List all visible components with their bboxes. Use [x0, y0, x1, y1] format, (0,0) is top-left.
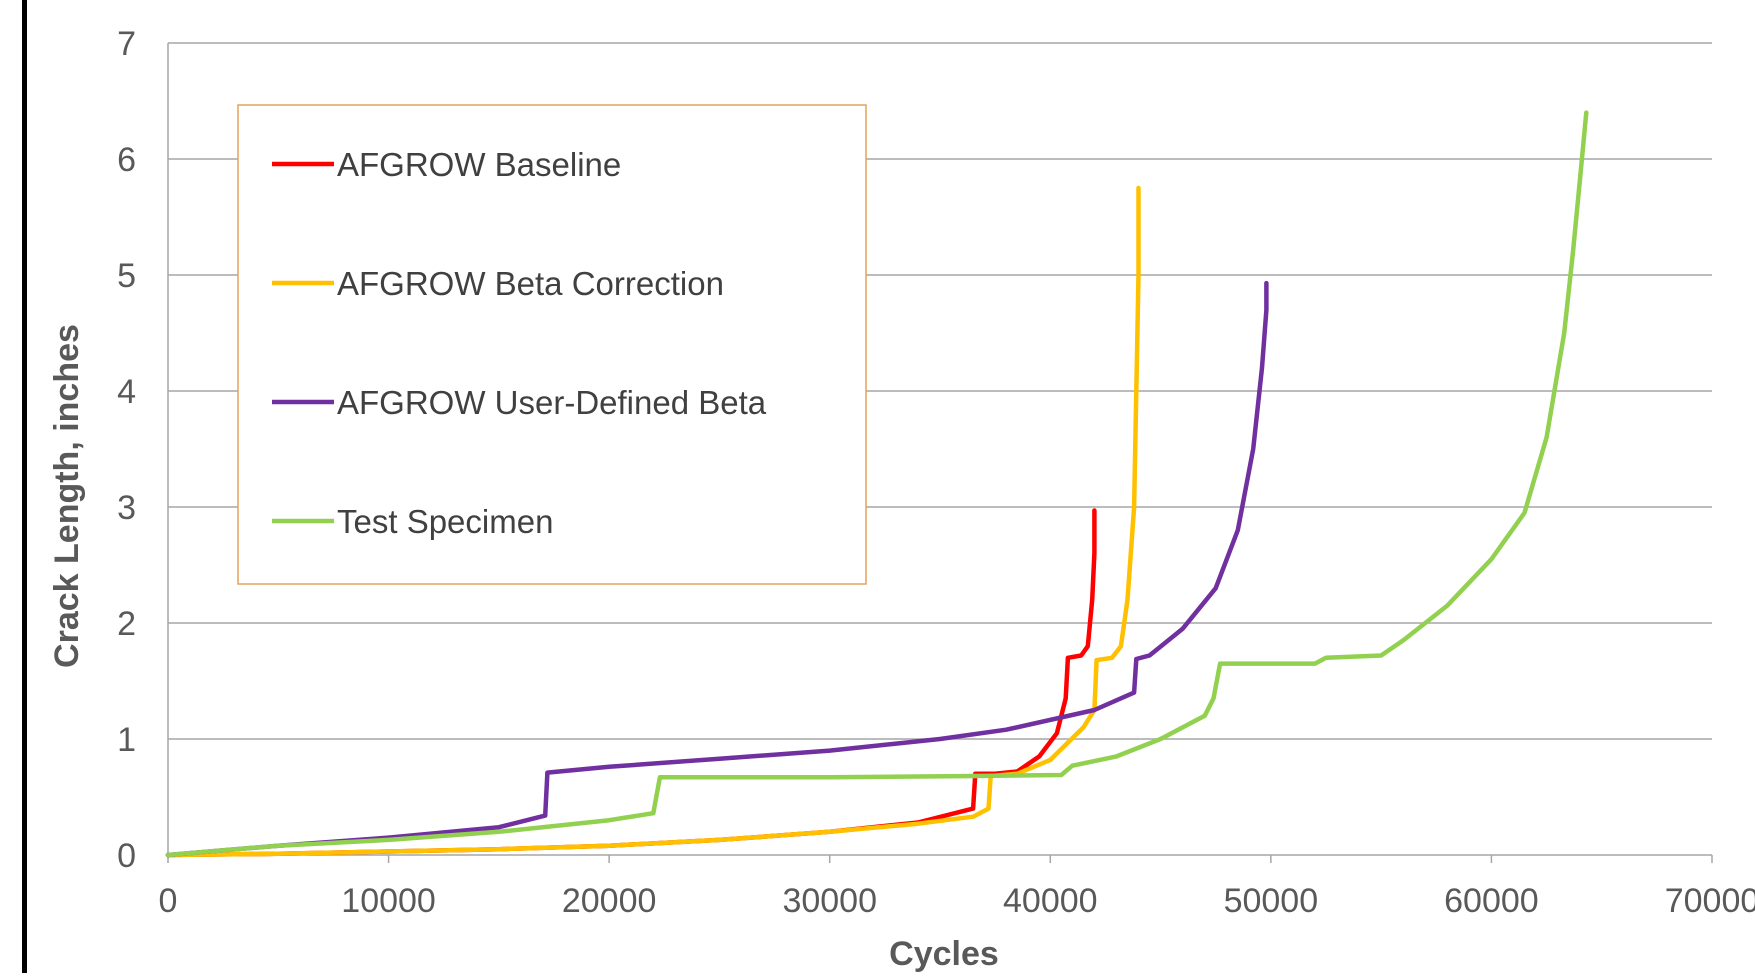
x-tick-label: 20000: [562, 882, 657, 920]
x-tick-label: 30000: [782, 882, 877, 920]
legend: AFGROW Baseline AFGROW Beta Correction AFG…: [237, 104, 867, 585]
x-tick-label: 10000: [341, 882, 436, 920]
legend-label-3: AFGROW User-Defined Beta: [337, 384, 767, 421]
x-tick-label: 0: [159, 882, 178, 920]
x-tick-label: 70000: [1665, 882, 1755, 920]
y-tick-label: 0: [117, 837, 136, 875]
y-tick-label: 4: [117, 373, 136, 411]
x-tick-label: 50000: [1224, 882, 1319, 920]
y-axis: 0 1 2 3 4 5 6 7: [117, 25, 169, 875]
chart-frame-left-border: [22, 0, 27, 973]
y-tick-label: 6: [117, 141, 136, 179]
y-tick-label: 3: [117, 489, 136, 527]
y-tick-label: 7: [117, 25, 136, 63]
x-tick-label: 40000: [1003, 882, 1098, 920]
y-axis-title: Crack Length, inches: [48, 324, 86, 668]
legend-box: [237, 104, 867, 585]
series-layer: [165, 110, 1589, 858]
legend-label-1: AFGROW Baseline: [337, 146, 621, 183]
series-line-4: [165, 110, 1589, 858]
legend-label-2: AFGROW Beta Correction: [337, 265, 724, 302]
series-line-3: [165, 280, 1269, 858]
x-tick-label: 60000: [1444, 882, 1539, 920]
y-tick-label: 2: [117, 605, 136, 643]
y-tick-label: 5: [117, 257, 136, 295]
x-axis-title: Cycles: [889, 935, 999, 973]
x-axis: 0 10000 20000 30000 40000 50000 60000 70000: [159, 854, 1755, 920]
y-tick-label: 1: [117, 721, 136, 759]
legend-label-4: Test Specimen: [337, 503, 553, 540]
